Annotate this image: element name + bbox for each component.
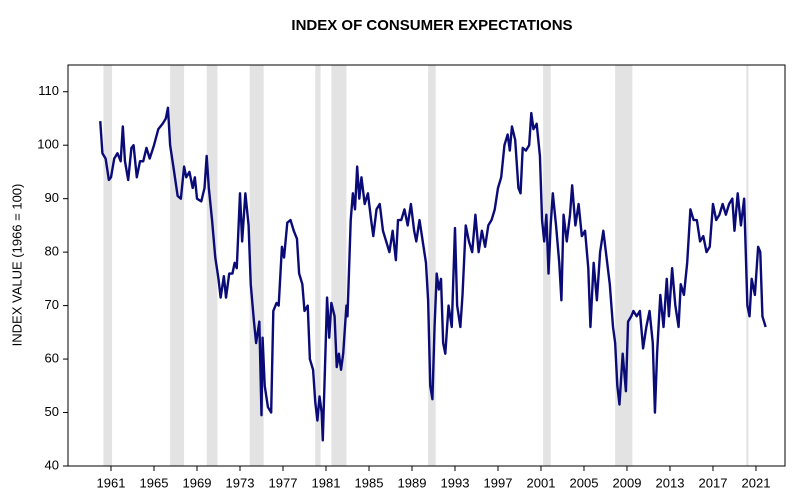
y-tick-label: 90 [45, 190, 59, 205]
y-tick-label: 60 [45, 351, 59, 366]
x-tick-label: 2017 [699, 475, 728, 490]
chart-title: INDEX OF CONSUMER EXPECTATIONS [291, 17, 572, 34]
recession-band [543, 65, 551, 466]
x-tick-label: 1961 [97, 475, 126, 490]
y-tick-label: 110 [38, 83, 59, 98]
recession-band [170, 65, 185, 466]
x-tick-label: 2009 [613, 475, 642, 490]
x-tick-label: 2005 [570, 475, 599, 490]
x-tick-label: 1969 [183, 475, 212, 490]
series-line [99, 106, 767, 442]
recession-band [103, 65, 113, 466]
y-tick-label: 50 [45, 404, 59, 419]
x-tick-label: 1965 [140, 475, 169, 490]
y-tick-label: 70 [45, 297, 59, 312]
x-tick-label: 2013 [656, 475, 685, 490]
recession-band [615, 65, 633, 466]
recession-band [746, 65, 749, 466]
y-tick-label: 100 [37, 137, 59, 152]
x-tick-label: 1973 [226, 475, 255, 490]
x-tick-label: 1985 [355, 475, 384, 490]
y-tick-label: 80 [45, 244, 59, 259]
recession-band [206, 65, 218, 466]
x-tick-label: 1993 [441, 475, 470, 490]
recession-band [315, 65, 321, 466]
plot-frame [67, 64, 786, 467]
x-tick-label: 1997 [484, 475, 513, 490]
recession-band [428, 65, 436, 466]
y-axis-label: INDEX VALUE (1966 = 100) [9, 184, 24, 347]
x-tick-label: 2021 [742, 475, 771, 490]
y-tick-label: 40 [45, 457, 59, 472]
recession-band [331, 65, 347, 466]
x-tick-label: 1981 [312, 475, 341, 490]
x-tick-label: 1989 [398, 475, 427, 490]
x-tick-label: 2001 [527, 475, 556, 490]
x-tick-label: 1977 [269, 475, 298, 490]
